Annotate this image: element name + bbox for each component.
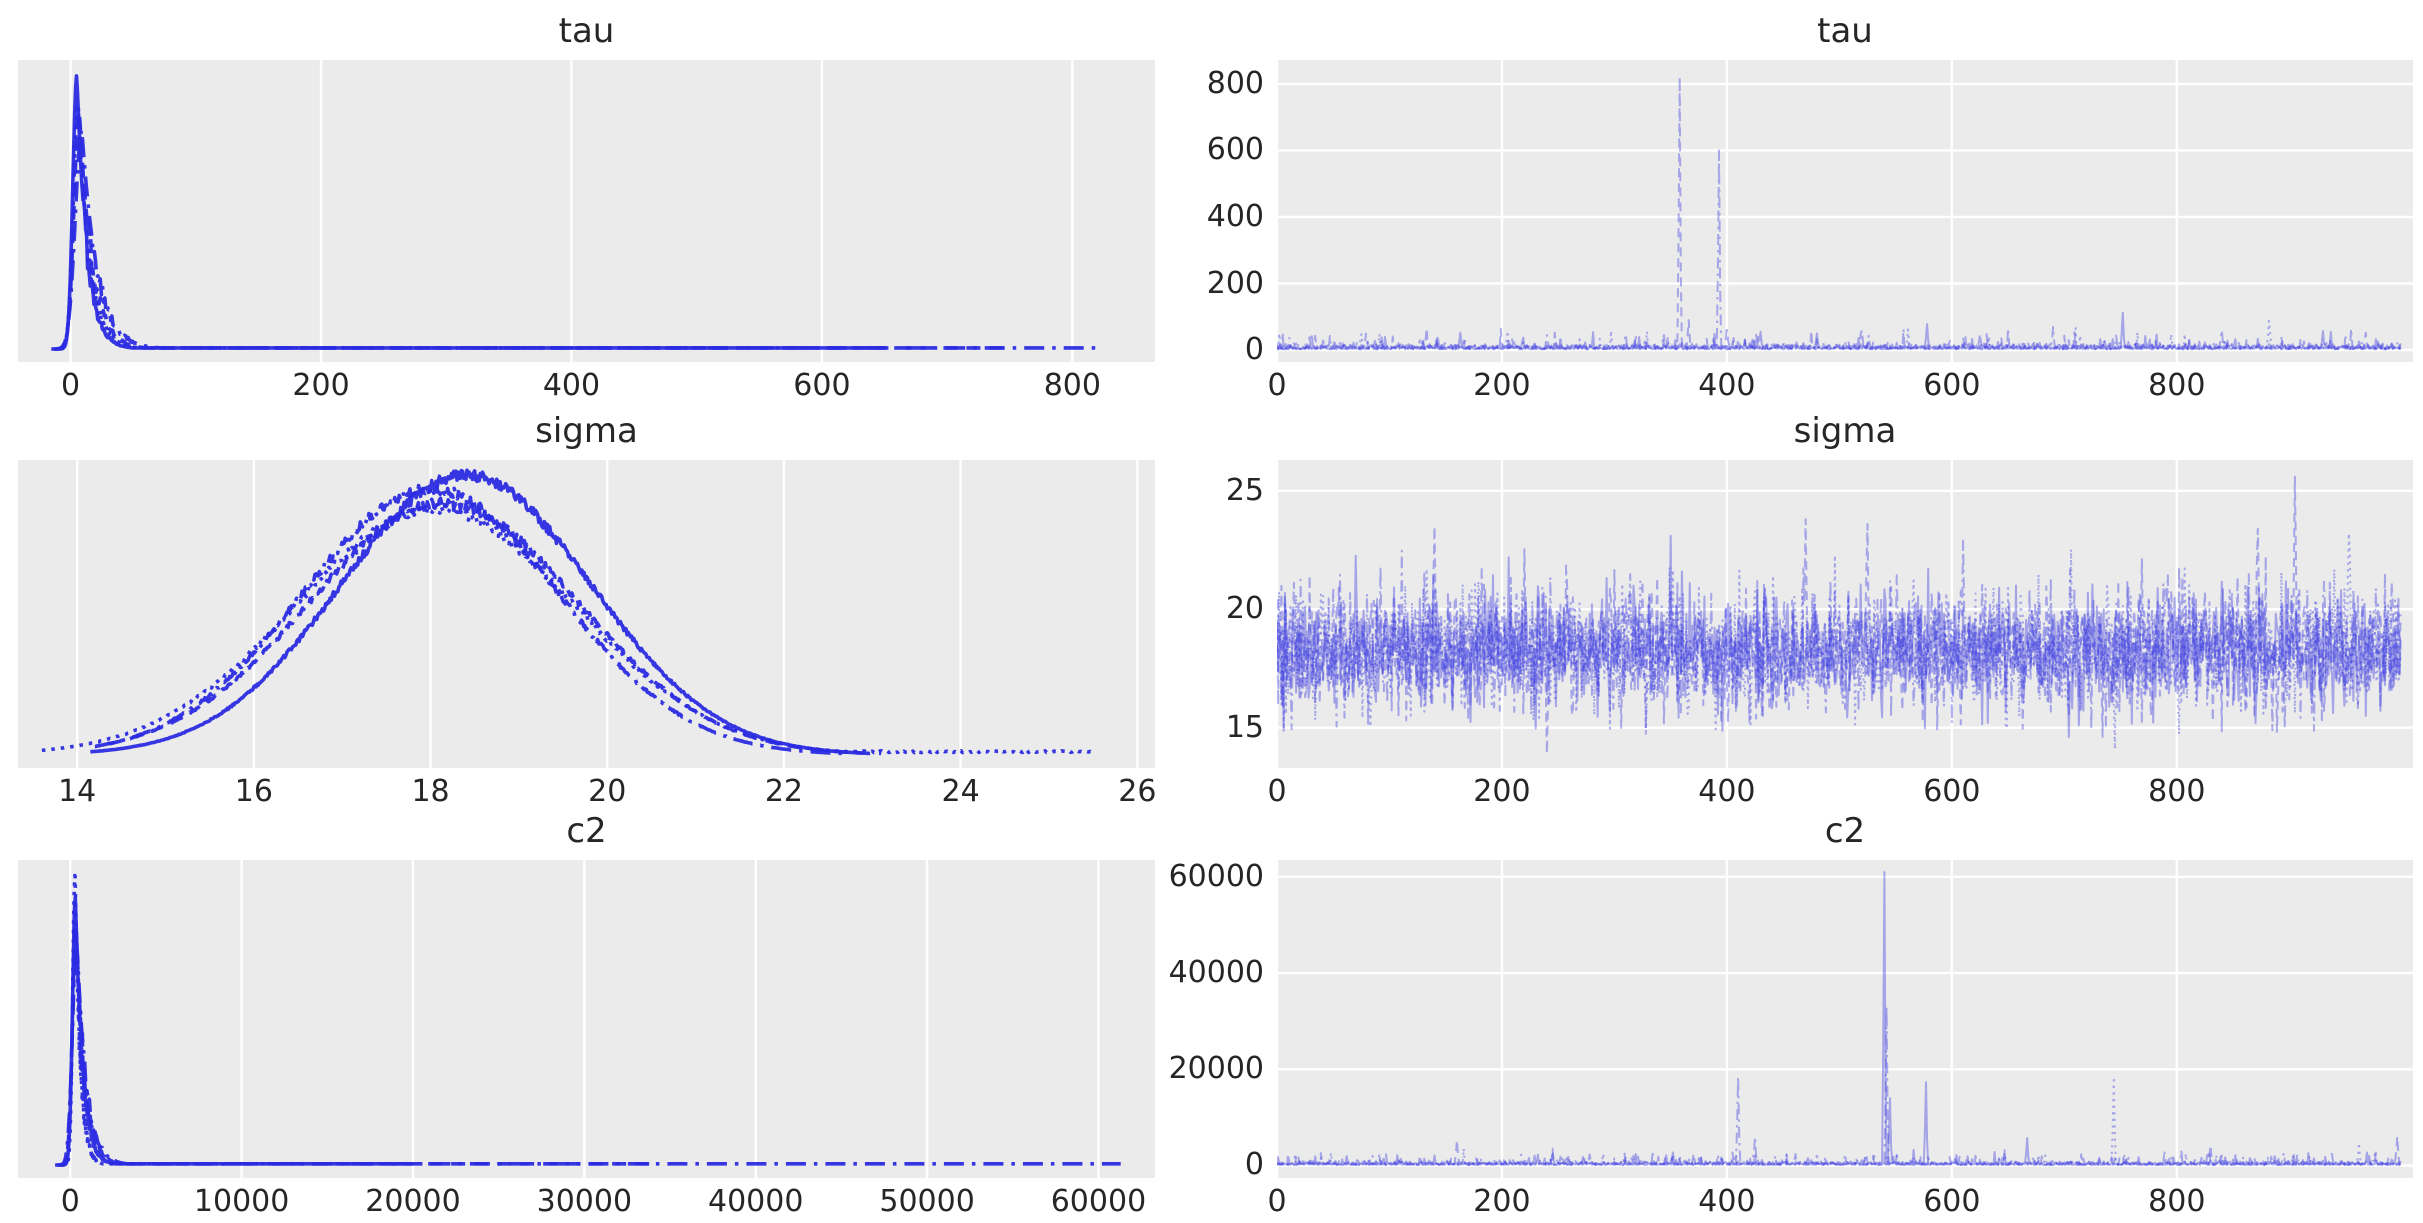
x-tick-label: 0	[1267, 774, 1287, 809]
x-tick-label: 600	[793, 368, 851, 403]
x-tick-label: 16	[234, 774, 273, 809]
c2-trace-xticks: 0 200 400 600 800	[1267, 1178, 2413, 1223]
chain-line	[1277, 319, 2402, 351]
chain-line	[1277, 532, 2402, 750]
y-tick-label: 0	[1244, 332, 1264, 368]
chain-line	[1277, 871, 2401, 1166]
y-tick-label: 60000	[1168, 858, 1264, 894]
x-tick-label: 800	[2148, 1184, 2206, 1219]
sigma-density-xticks: 14 16 18 20 22 24 26	[18, 768, 1157, 816]
x-tick-label: 22	[764, 774, 804, 809]
x-tick-label: 600	[1923, 774, 1981, 809]
x-tick-label: 800	[2148, 368, 2206, 403]
subplot-sigma-trace: sigma 0 200 400 600 800 15 20 25	[1226, 414, 2413, 807]
subplot-c2-density: c2 0 10000 20000 30000 40000 50000 60000	[18, 814, 1155, 1217]
tau-density-yticks	[0, 60, 18, 362]
x-tick-label: 18	[411, 774, 450, 809]
x-tick-label: 26	[1118, 774, 1157, 809]
x-tick-label: 800	[2148, 774, 2206, 809]
chain-line	[53, 102, 723, 351]
chain-line	[1277, 1076, 2402, 1166]
x-tick-label: 10000	[193, 1184, 290, 1219]
x-tick-label: 800	[1043, 368, 1101, 403]
x-tick-label: 20000	[365, 1184, 461, 1219]
plot-title-tau-trace: tau	[1817, 11, 1873, 52]
subplot-c2-trace: c2 0 200 400 600 800 0 20000 40000 60000	[1169, 814, 2413, 1217]
plot-background	[18, 860, 1155, 1178]
subplot-tau-trace: tau 0 200 400 600 800 0 200 400 600 800	[1207, 14, 2413, 401]
y-tick-label: 15	[1225, 709, 1264, 745]
plot-title-sigma-density: sigma	[535, 411, 638, 452]
plot-title-tau-density: tau	[558, 11, 615, 52]
chain-line	[1277, 539, 2402, 732]
x-tick-label: 0	[1267, 368, 1287, 403]
sigma-density-yticks	[0, 460, 18, 768]
plot-background	[18, 60, 1155, 362]
chain-line	[1277, 311, 2402, 351]
y-tick-label: 20	[1225, 591, 1264, 627]
y-tick-label: 800	[1206, 65, 1264, 101]
chain-line	[50, 128, 1101, 351]
x-tick-label: 400	[542, 368, 601, 403]
x-tick-label: 20	[588, 774, 627, 809]
x-tick-label: 30000	[536, 1184, 633, 1219]
x-tick-label: 400	[1698, 368, 1756, 403]
y-tick-label: 20000	[1168, 1051, 1264, 1087]
tau-trace-xticks: 0 200 400 600 800	[1267, 362, 2413, 410]
c2-density-yticks	[0, 860, 18, 1178]
chain-line	[89, 468, 865, 755]
x-tick-label: 60000	[1050, 1184, 1147, 1219]
chain-line	[1277, 1135, 2401, 1166]
plot-title-c2-density: c2	[566, 811, 607, 852]
plot-background	[1277, 60, 2413, 362]
plot-title-c2-trace: c2	[1824, 811, 1866, 852]
y-tick-label: 200	[1206, 265, 1264, 301]
x-tick-label: 400	[1698, 1184, 1756, 1219]
x-tick-label: 50000	[879, 1184, 975, 1219]
c2-trace-yticks: 0 20000 40000 60000	[1127, 858, 1277, 1183]
tau-trace-canvas	[1277, 60, 2413, 362]
x-tick-label: 40000	[708, 1184, 804, 1219]
c2-density-xticks: 0 10000 20000 30000 40000 50000 60000	[18, 1178, 1155, 1223]
sigma-trace-xticks: 0 200 400 600 800	[1267, 768, 2413, 816]
chain-line	[41, 502, 1095, 755]
x-tick-label: 0	[60, 1184, 80, 1219]
x-tick-label: 200	[1473, 368, 1531, 403]
y-tick-label: 600	[1206, 132, 1264, 168]
sigma-trace-yticks: 15 20 25	[1127, 460, 1277, 768]
tau-density-canvas	[18, 60, 1155, 362]
plot-background	[1277, 460, 2413, 768]
subplot-sigma-density: sigma 14 16 18 20 22 24 26	[18, 414, 1156, 807]
chain-line	[59, 873, 227, 1167]
y-tick-label: 0	[1244, 1147, 1264, 1183]
tau-density-xticks: 0 200 400 600 800	[18, 362, 1155, 410]
x-tick-label: 200	[292, 368, 350, 403]
y-tick-label: 25	[1225, 472, 1264, 508]
x-tick-label: 200	[1473, 774, 1531, 809]
sigma-trace-canvas	[1277, 460, 2413, 768]
x-tick-label: 0	[61, 368, 81, 403]
c2-density-canvas	[18, 860, 1155, 1178]
tau-trace-yticks: 0 200 400 600 800	[1127, 60, 1277, 368]
x-tick-label: 600	[1923, 1184, 1981, 1219]
chain-line	[1277, 149, 2401, 351]
x-tick-label: 400	[1698, 774, 1756, 809]
plot-title-sigma-trace: sigma	[1793, 411, 1897, 452]
chain-line	[94, 483, 850, 756]
y-tick-label: 400	[1206, 198, 1264, 234]
chain-line	[1277, 534, 2402, 739]
x-tick-label: 24	[941, 774, 980, 809]
x-tick-label: 200	[1473, 1184, 1531, 1219]
x-tick-label: 0	[1267, 1184, 1287, 1219]
y-tick-label: 40000	[1168, 955, 1264, 991]
plot-background	[1277, 860, 2413, 1178]
x-tick-label: 600	[1923, 368, 1981, 403]
sigma-density-canvas	[18, 460, 1155, 768]
subplot-tau-density: tau 0 200 400 600 800	[18, 14, 1155, 401]
x-tick-label: 14	[58, 774, 97, 809]
c2-trace-canvas	[1277, 860, 2413, 1178]
chain-line	[1277, 1005, 2402, 1166]
